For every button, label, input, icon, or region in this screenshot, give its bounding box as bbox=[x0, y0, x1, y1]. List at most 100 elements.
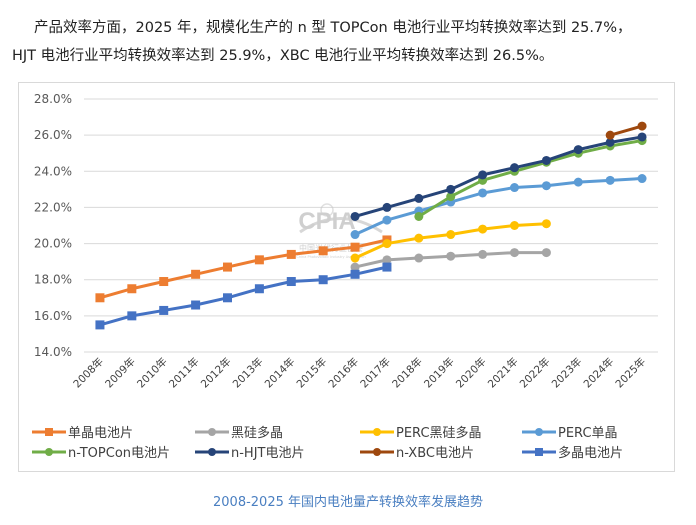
data-point bbox=[605, 175, 615, 185]
data-point bbox=[95, 320, 105, 330]
legend-label: n-TOPCon电池片 bbox=[68, 446, 170, 461]
data-point bbox=[286, 249, 296, 259]
legend-label: 黑硅多晶 bbox=[231, 425, 283, 441]
data-point bbox=[127, 284, 137, 294]
intro-line-2: HJT 电池行业平均转换效率达到 25.9%，XBC 电池行业平均转换效率达到 … bbox=[12, 48, 554, 64]
y-tick-label: 26.0% bbox=[34, 128, 72, 142]
data-point bbox=[318, 275, 328, 285]
legend-label: PERC黑硅多晶 bbox=[396, 425, 482, 441]
x-tick-label: 2013年 bbox=[230, 355, 266, 391]
series-0 bbox=[95, 235, 392, 303]
series-line bbox=[418, 139, 643, 218]
legend-label: n-HJT电池片 bbox=[231, 446, 304, 461]
intro-line-1: 产品效率方面，2025 年，规模化生产的 n 型 TOPCon 电池行业平均转换… bbox=[34, 20, 632, 36]
x-tick-label: 2015年 bbox=[294, 355, 330, 391]
series-line bbox=[354, 135, 643, 218]
data-point bbox=[637, 132, 647, 142]
legend-item: n-HJT电池片 bbox=[195, 446, 304, 461]
data-point bbox=[159, 277, 169, 287]
intro-paragraph: 产品效率方面，2025 年，规模化生产的 n 型 TOPCon 电池行业平均转换… bbox=[12, 14, 692, 70]
data-point bbox=[446, 192, 456, 202]
y-tick-label: 16.0% bbox=[34, 309, 72, 323]
data-point bbox=[350, 242, 360, 252]
legend-item: 黑硅多晶 bbox=[195, 425, 283, 441]
legend-item: PERC单晶 bbox=[522, 426, 618, 441]
data-point bbox=[254, 284, 264, 294]
legend-marker bbox=[373, 428, 381, 436]
data-point bbox=[605, 137, 615, 147]
data-point bbox=[223, 262, 232, 272]
legend-item: PERC黑硅多晶 bbox=[360, 425, 482, 441]
legend-label: 单晶电池片 bbox=[68, 426, 133, 441]
legend-label: PERC单晶 bbox=[558, 426, 618, 441]
data-point bbox=[637, 121, 647, 131]
data-point bbox=[95, 293, 105, 303]
y-tick-label: 24.0% bbox=[34, 164, 72, 178]
data-point bbox=[350, 269, 360, 279]
series-line bbox=[354, 177, 643, 236]
legend-marker bbox=[535, 428, 543, 436]
legend-item: 单晶电池片 bbox=[32, 426, 133, 441]
data-point bbox=[350, 253, 360, 263]
data-point bbox=[382, 202, 392, 212]
series-1 bbox=[350, 248, 551, 272]
data-point bbox=[223, 293, 232, 303]
legend-label: 多晶电池片 bbox=[558, 445, 623, 461]
legend-marker bbox=[373, 448, 381, 456]
x-tick-label: 2019年 bbox=[421, 355, 457, 391]
series-group bbox=[95, 121, 647, 330]
data-point bbox=[541, 219, 551, 229]
series-line bbox=[99, 265, 388, 327]
data-point bbox=[478, 188, 488, 198]
data-point bbox=[573, 177, 583, 187]
data-point bbox=[127, 311, 137, 321]
x-tick-label: 2022年 bbox=[517, 355, 553, 391]
data-point bbox=[350, 211, 360, 221]
figure-caption: 2008-2025 年国内电池量产转换效率发展趋势 bbox=[213, 495, 483, 510]
x-tick-label: 2020年 bbox=[453, 355, 489, 391]
y-tick-label: 20.0% bbox=[34, 237, 72, 251]
data-point bbox=[191, 300, 201, 310]
data-point bbox=[382, 255, 392, 265]
watermark-name-en: China Photovoltaic Industry Association bbox=[296, 255, 365, 259]
data-point bbox=[478, 249, 488, 259]
x-tick-label: 2011年 bbox=[166, 355, 202, 391]
x-tick-label: 2014年 bbox=[262, 355, 298, 391]
legend-marker bbox=[208, 428, 216, 436]
y-tick-label: 28.0% bbox=[34, 92, 72, 106]
data-point bbox=[318, 246, 328, 256]
data-point bbox=[446, 230, 456, 240]
legend-item: n-TOPCon电池片 bbox=[32, 446, 170, 461]
series-line bbox=[99, 238, 388, 300]
data-point bbox=[254, 255, 264, 265]
y-tick-label: 18.0% bbox=[34, 273, 72, 287]
data-point bbox=[541, 181, 551, 191]
x-axis-ticks: 2008年2009年2010年2011年2012年2013年2014年2015年… bbox=[71, 355, 649, 391]
data-point bbox=[382, 239, 392, 249]
data-point bbox=[510, 221, 519, 230]
data-point bbox=[605, 130, 615, 140]
data-point bbox=[286, 277, 296, 287]
legend-item: n-XBC电池片 bbox=[360, 446, 474, 461]
data-point bbox=[510, 163, 519, 173]
data-point bbox=[350, 230, 360, 240]
data-point bbox=[414, 211, 424, 221]
x-tick-label: 2021年 bbox=[485, 355, 521, 391]
series-2 bbox=[350, 219, 551, 263]
data-point bbox=[478, 170, 488, 180]
x-tick-label: 2012年 bbox=[198, 355, 234, 391]
y-tick-label: 14.0% bbox=[34, 345, 72, 359]
watermark-logo: CPIA bbox=[298, 208, 355, 235]
data-point bbox=[191, 269, 201, 279]
data-point bbox=[414, 253, 424, 263]
series-line bbox=[609, 124, 643, 137]
series-7 bbox=[95, 262, 392, 330]
data-point bbox=[414, 193, 424, 203]
legend-item: 多晶电池片 bbox=[522, 445, 623, 461]
data-point bbox=[414, 233, 424, 243]
x-tick-label: 2024年 bbox=[581, 355, 617, 391]
series-3 bbox=[350, 174, 647, 240]
watermark-name: 中国光伏行业协会 bbox=[299, 243, 363, 253]
data-point bbox=[382, 215, 392, 225]
